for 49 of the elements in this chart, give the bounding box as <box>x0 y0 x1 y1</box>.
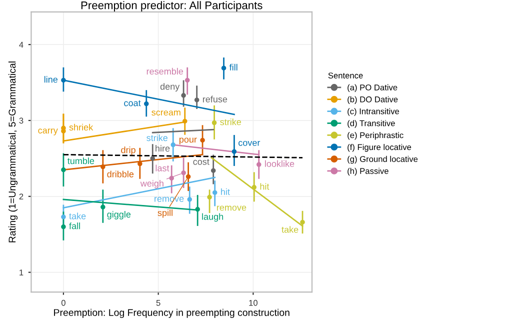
y-tick-label: 4 <box>19 42 24 48</box>
annotation: hit <box>221 188 230 196</box>
annotation: weigh <box>140 180 164 188</box>
x-axis-title: Preemption: Log Frequency in preempting construction <box>54 308 290 318</box>
annotation: strike <box>220 118 242 126</box>
annotation: giggle <box>107 210 131 220</box>
x-tick-label: 5 <box>156 300 160 306</box>
annotation: carry <box>38 128 58 136</box>
annotation: fill <box>229 64 238 70</box>
annotation: pour <box>179 138 197 144</box>
legend-label: (d) Transitive <box>348 120 395 128</box>
annotation: scream <box>152 110 180 116</box>
legend-label: (f) Figure locative <box>348 144 412 152</box>
annotation: drip <box>121 146 136 155</box>
y-tick-label: 2 <box>19 194 24 200</box>
legend-label: (c) Intransitive <box>348 108 400 116</box>
annotation: dribble <box>107 170 134 178</box>
annotation: line <box>44 76 58 83</box>
annotation: shriek <box>69 124 94 130</box>
annotation: take <box>69 212 86 220</box>
legend-label: (a) PO Dative <box>348 84 398 92</box>
legend-label: (h) Passive <box>348 168 388 176</box>
annotation: looklike <box>265 160 294 167</box>
legend-label: (g) Ground locative <box>348 156 418 164</box>
y-tick-label: 1 <box>20 270 24 276</box>
annotation: fall <box>69 222 80 230</box>
annotation: coat <box>124 100 141 106</box>
annotation: refuse <box>202 96 228 102</box>
y-axis-title: Rating (1=Ungrammatical, 5=Grammatical <box>8 62 18 242</box>
annotation: strike <box>146 134 168 142</box>
annotation: last <box>156 164 170 172</box>
legend-label: (e) Periphrastic <box>348 132 404 140</box>
legend-label: (b) DO Dative <box>348 96 398 104</box>
annotation: tumble <box>68 157 94 164</box>
annotation: resemble <box>146 68 184 75</box>
x-tick-label: 0 <box>61 300 66 306</box>
annotation: remove <box>217 206 246 211</box>
x-tick-label: 10 <box>249 300 258 306</box>
annotation: spill <box>158 209 172 218</box>
annotation: cover <box>238 140 260 146</box>
annotation: laugh <box>202 213 224 222</box>
legend-title: Sentence <box>328 72 363 78</box>
annotation: deny <box>160 83 180 92</box>
annotation: cost <box>193 158 210 165</box>
annotation: hit <box>260 183 270 190</box>
annotation: hire <box>156 144 170 152</box>
chart-title: Preemption predictor: All Participants <box>81 1 262 12</box>
annotation: take <box>282 226 298 233</box>
y-tick-label: 3 <box>19 118 24 124</box>
